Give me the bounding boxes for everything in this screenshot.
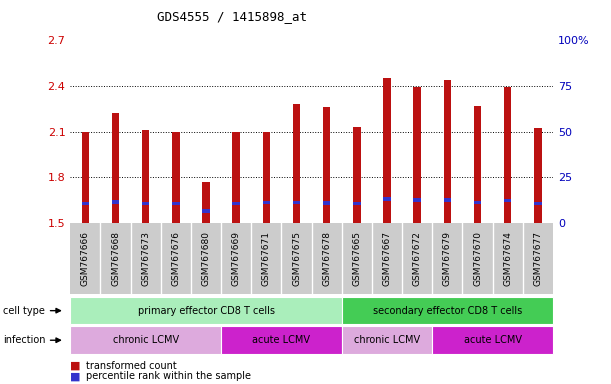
- Text: cell type: cell type: [3, 306, 45, 316]
- Text: GSM767676: GSM767676: [171, 231, 180, 286]
- Bar: [232, 131, 240, 223]
- Bar: [232, 202, 240, 205]
- Bar: [323, 202, 331, 205]
- Bar: [504, 199, 511, 202]
- Bar: [444, 199, 451, 202]
- Bar: [383, 78, 391, 223]
- Text: GSM767666: GSM767666: [81, 231, 90, 286]
- Text: GSM767672: GSM767672: [412, 231, 422, 286]
- Text: GSM767677: GSM767677: [533, 231, 543, 286]
- Text: GSM767675: GSM767675: [292, 231, 301, 286]
- Text: GSM767673: GSM767673: [141, 231, 150, 286]
- Bar: [263, 131, 270, 223]
- Bar: [112, 113, 119, 223]
- Bar: [142, 202, 150, 205]
- Text: GSM767669: GSM767669: [232, 231, 241, 286]
- Bar: [82, 131, 89, 223]
- Bar: [172, 202, 180, 205]
- Text: percentile rank within the sample: percentile rank within the sample: [86, 371, 251, 381]
- Bar: [112, 200, 119, 204]
- Bar: [383, 197, 391, 201]
- Text: GSM767679: GSM767679: [443, 231, 452, 286]
- Bar: [202, 182, 210, 223]
- Bar: [263, 201, 270, 204]
- Text: chronic LCMV: chronic LCMV: [112, 335, 179, 345]
- Text: GSM767678: GSM767678: [322, 231, 331, 286]
- Text: primary effector CD8 T cells: primary effector CD8 T cells: [137, 306, 274, 316]
- Bar: [474, 106, 481, 223]
- Text: transformed count: transformed count: [86, 361, 177, 371]
- Bar: [504, 88, 511, 223]
- Bar: [414, 88, 421, 223]
- Text: GSM767667: GSM767667: [382, 231, 392, 286]
- Bar: [353, 202, 360, 205]
- Text: GSM767670: GSM767670: [473, 231, 482, 286]
- Text: infection: infection: [3, 335, 46, 345]
- Bar: [353, 127, 360, 223]
- Bar: [414, 199, 421, 202]
- Text: GSM767668: GSM767668: [111, 231, 120, 286]
- Text: GSM767674: GSM767674: [503, 231, 512, 286]
- Text: acute LCMV: acute LCMV: [252, 335, 310, 345]
- Text: GSM767671: GSM767671: [262, 231, 271, 286]
- Bar: [293, 104, 300, 223]
- Text: ■: ■: [70, 371, 81, 381]
- Text: GSM767680: GSM767680: [202, 231, 211, 286]
- Bar: [534, 129, 541, 223]
- Text: acute LCMV: acute LCMV: [464, 335, 522, 345]
- Bar: [202, 210, 210, 213]
- Text: GSM767665: GSM767665: [353, 231, 361, 286]
- Bar: [142, 130, 150, 223]
- Bar: [172, 131, 180, 223]
- Text: ■: ■: [70, 361, 81, 371]
- Bar: [534, 202, 541, 205]
- Bar: [474, 201, 481, 204]
- Bar: [293, 201, 300, 204]
- Bar: [323, 107, 331, 223]
- Text: chronic LCMV: chronic LCMV: [354, 335, 420, 345]
- Text: GDS4555 / 1415898_at: GDS4555 / 1415898_at: [157, 10, 307, 23]
- Bar: [444, 80, 451, 223]
- Text: secondary effector CD8 T cells: secondary effector CD8 T cells: [373, 306, 522, 316]
- Bar: [82, 202, 89, 205]
